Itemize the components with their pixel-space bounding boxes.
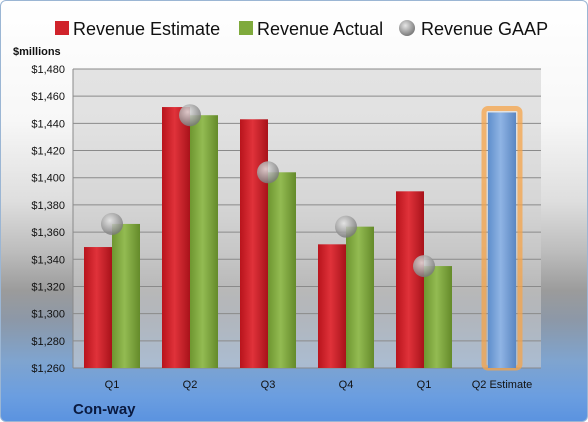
marker-revenue-gaap [413, 255, 435, 278]
legend: Revenue Estimate Revenue Actual Revenue … [55, 19, 548, 39]
bar-revenue-actual [424, 266, 452, 368]
legend-label-gaap: Revenue GAAP [421, 19, 548, 39]
gridlines [72, 68, 541, 369]
marker-revenue-gaap [257, 161, 279, 184]
y-tick-label: $1,340 [31, 254, 65, 266]
bar-revenue-estimate [318, 244, 346, 368]
x-tick-label: Q3 [261, 379, 276, 391]
bar-revenue-forecast [488, 112, 516, 368]
y-axis-ticks: $1,260 $1,280 $1,300 $1,320 $1,340 $1,360 $1,3… [31, 64, 65, 375]
y-tick-label: $1,420 [31, 146, 65, 158]
company-name: Con-way [73, 401, 136, 418]
bar-revenue-actual [268, 172, 296, 368]
y-tick-label: $1,460 [31, 91, 65, 103]
y-axis-unit-label: $millions [13, 46, 61, 58]
y-tick-label: $1,480 [31, 64, 65, 76]
y-tick-label: $1,260 [31, 363, 65, 375]
bars [84, 105, 523, 371]
plot-area [73, 69, 541, 368]
legend-swatch-estimate [55, 21, 69, 35]
legend-swatch-gaap [399, 20, 415, 36]
bar-revenue-actual [190, 115, 218, 368]
y-tick-label: $1,400 [31, 173, 65, 185]
x-tick-label: Q1 [417, 379, 432, 391]
legend-label-actual: Revenue Actual [257, 19, 383, 39]
bar-revenue-estimate [84, 247, 112, 368]
y-tick-label: $1,440 [31, 118, 65, 130]
x-axis-ticks: Q1 Q2 Q3 Q4 Q1 Q2 Estimate [105, 379, 533, 391]
bar-revenue-estimate [396, 191, 424, 368]
marker-revenue-gaap [335, 215, 357, 238]
marker-revenue-gaap [101, 212, 123, 235]
y-tick-label: $1,380 [31, 200, 65, 212]
x-tick-label: Q2 Estimate [472, 379, 533, 391]
x-tick-label: Q1 [105, 379, 120, 391]
y-tick-label: $1,300 [31, 309, 65, 321]
bar-revenue-estimate [240, 119, 268, 368]
x-tick-label: Q2 [183, 379, 198, 391]
y-tick-label: $1,360 [31, 227, 65, 239]
y-tick-label: $1,280 [31, 336, 65, 348]
marker-revenue-gaap [179, 104, 201, 127]
y-tick-label: $1,320 [31, 281, 65, 293]
legend-swatch-actual [239, 21, 253, 35]
bar-revenue-estimate [162, 107, 190, 369]
legend-label-estimate: Revenue Estimate [73, 19, 220, 39]
bar-revenue-actual [112, 223, 140, 368]
x-tick-label: Q4 [339, 379, 354, 391]
bar-revenue-actual [346, 226, 374, 368]
gaap-markers [101, 104, 435, 278]
